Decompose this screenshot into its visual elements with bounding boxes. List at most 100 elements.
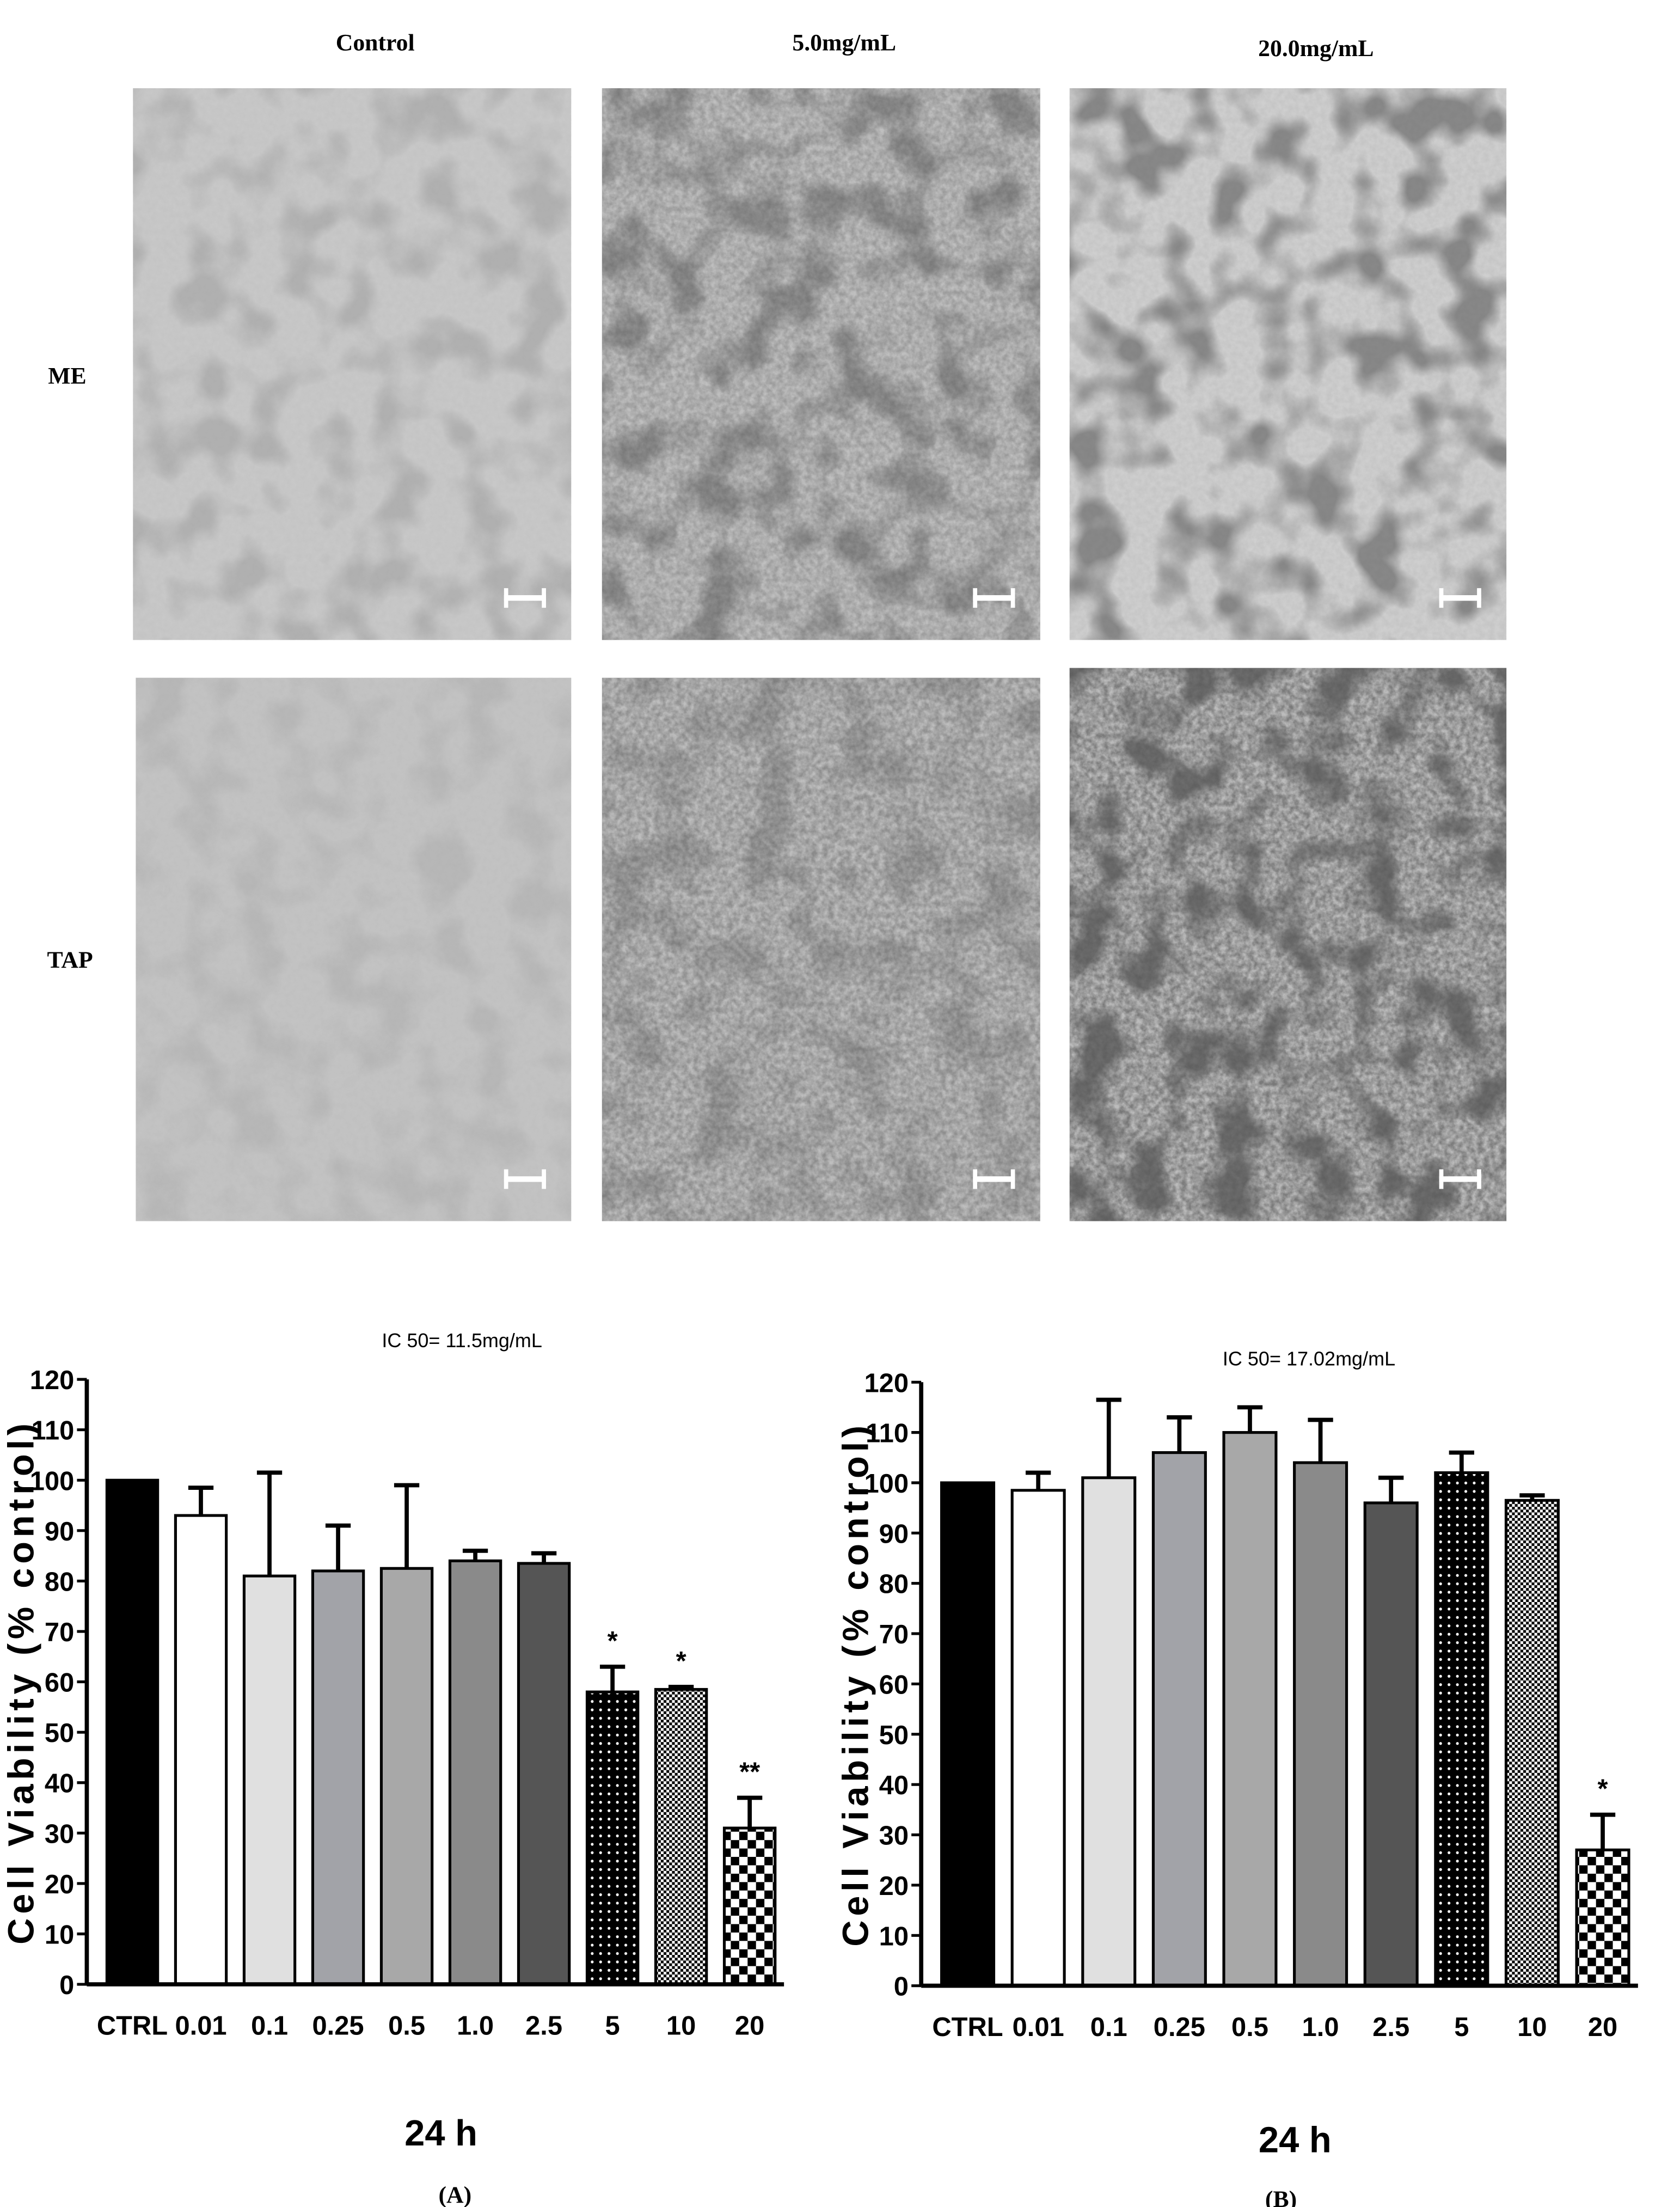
x-tick-label: 5 xyxy=(605,2012,620,2041)
x-tick-label: CTRL xyxy=(97,2012,168,2041)
x-tick-label: 5 xyxy=(1454,2013,1469,2042)
scale-bar xyxy=(1010,1169,1015,1189)
bar xyxy=(1575,1848,1630,1988)
scale-bar xyxy=(542,1169,546,1189)
x-tick-label: 0.01 xyxy=(175,2012,226,2041)
x-tick-label: 1.0 xyxy=(457,2012,494,2041)
bar xyxy=(585,1690,640,1986)
significance-label: * xyxy=(1598,1775,1608,1804)
scale-bar xyxy=(1439,595,1481,601)
y-tick-label: 10 xyxy=(45,1921,74,1950)
y-tick-label: 90 xyxy=(45,1517,74,1546)
x-tick-label: CTRL xyxy=(932,2013,1003,2042)
x-tick-label: 10 xyxy=(666,2012,696,2041)
scale-bar xyxy=(504,595,546,601)
y-tick-label: 30 xyxy=(45,1819,74,1849)
y-tick-label: 20 xyxy=(45,1870,74,1899)
bar xyxy=(1293,1461,1348,1988)
scale-bar xyxy=(973,1176,1015,1182)
x-tick-label: 20 xyxy=(1588,2013,1617,2042)
scale-bar xyxy=(504,1169,508,1189)
x-axis-label: 24 h xyxy=(1259,2120,1332,2161)
panel-label: (A) xyxy=(438,2182,471,2207)
y-tick-label: 40 xyxy=(45,1769,74,1799)
row-label: ME xyxy=(48,363,86,389)
scale-bar xyxy=(542,588,546,608)
micrographs xyxy=(133,88,1507,1221)
micrograph-debris xyxy=(1069,668,1507,1221)
bar xyxy=(1504,1499,1560,1988)
scale-bar xyxy=(1010,588,1015,608)
y-axis-label: Cell Viability (% control) xyxy=(1,1419,42,1945)
x-tick-label: 20 xyxy=(735,2012,764,2041)
y-tick-label: 50 xyxy=(879,1721,909,1750)
micrograph-debris xyxy=(136,677,572,1221)
y-tick-label: 40 xyxy=(879,1771,909,1800)
chart-title: IC 50= 11.5mg/mL xyxy=(382,1329,542,1352)
bar xyxy=(1434,1471,1489,1988)
y-tick-label: 110 xyxy=(866,1419,909,1448)
scale-bar xyxy=(504,1176,546,1182)
scale-bar xyxy=(1439,1169,1444,1189)
scale-bar xyxy=(1477,1169,1481,1189)
column-header: 20.0mg/mL xyxy=(1258,35,1374,62)
x-tick-label: 2.5 xyxy=(1372,2013,1409,2042)
bar xyxy=(654,1688,708,1986)
bar xyxy=(311,1569,365,1986)
y-tick-label: 0 xyxy=(894,1972,909,2002)
x-tick-label: 0.5 xyxy=(388,2012,425,2041)
micrograph-debris xyxy=(602,677,1040,1221)
x-tick-label: 0.5 xyxy=(1231,2013,1268,2042)
x-tick-label: 10 xyxy=(1517,2013,1547,2042)
y-tick-label: 70 xyxy=(879,1620,909,1649)
bar xyxy=(1151,1451,1207,1988)
column-header: Control xyxy=(336,30,415,56)
micrograph-debris xyxy=(602,88,1040,640)
y-tick-label: 120 xyxy=(864,1368,909,1398)
bar xyxy=(174,1514,228,1986)
bar xyxy=(1081,1476,1137,1988)
y-tick-label: 60 xyxy=(879,1670,909,1699)
bar xyxy=(379,1567,434,1986)
y-axis-label: Cell Viability (% control) xyxy=(835,1421,876,1947)
bar xyxy=(940,1481,996,1988)
y-tick-label: 60 xyxy=(45,1668,74,1698)
bar xyxy=(448,1559,502,1986)
significance-label: * xyxy=(676,1647,686,1676)
y-tick-label: 50 xyxy=(45,1719,74,1748)
scale-bar xyxy=(504,588,508,608)
scale-bar xyxy=(973,588,978,608)
y-tick-label: 0 xyxy=(59,1971,74,2000)
bar xyxy=(1363,1501,1419,1988)
bar xyxy=(242,1574,297,1986)
panel-label: (B) xyxy=(1265,2186,1297,2207)
scale-bar xyxy=(1477,588,1481,608)
x-tick-label: 1.0 xyxy=(1302,2013,1339,2042)
y-tick-label: 70 xyxy=(45,1618,74,1647)
y-tick-label: 30 xyxy=(879,1821,909,1851)
micrograph-debris xyxy=(1069,88,1507,640)
y-tick-label: 110 xyxy=(31,1416,74,1446)
y-tick-label: 120 xyxy=(30,1366,75,1395)
y-tick-label: 100 xyxy=(30,1466,75,1496)
scale-bar xyxy=(973,595,1015,601)
x-tick-label: 2.5 xyxy=(525,2012,562,2041)
x-tick-label: 0.1 xyxy=(251,2012,288,2041)
scale-bar xyxy=(973,1169,978,1189)
y-tick-label: 20 xyxy=(879,1872,909,1901)
scale-bar xyxy=(1439,1176,1481,1182)
column-header: 5.0mg/mL xyxy=(792,30,896,56)
significance-label: * xyxy=(608,1627,618,1656)
bar xyxy=(517,1562,571,1986)
bar xyxy=(722,1826,777,1986)
bar xyxy=(1010,1489,1066,1988)
chart-title: IC 50= 17.02mg/mL xyxy=(1223,1347,1395,1370)
y-tick-label: 10 xyxy=(879,1922,909,1951)
x-tick-label: 0.25 xyxy=(1154,2013,1205,2042)
bar xyxy=(105,1478,160,1986)
micrograph-debris xyxy=(133,88,572,640)
scale-bar xyxy=(1439,588,1444,608)
row-label: TAP xyxy=(47,947,93,973)
